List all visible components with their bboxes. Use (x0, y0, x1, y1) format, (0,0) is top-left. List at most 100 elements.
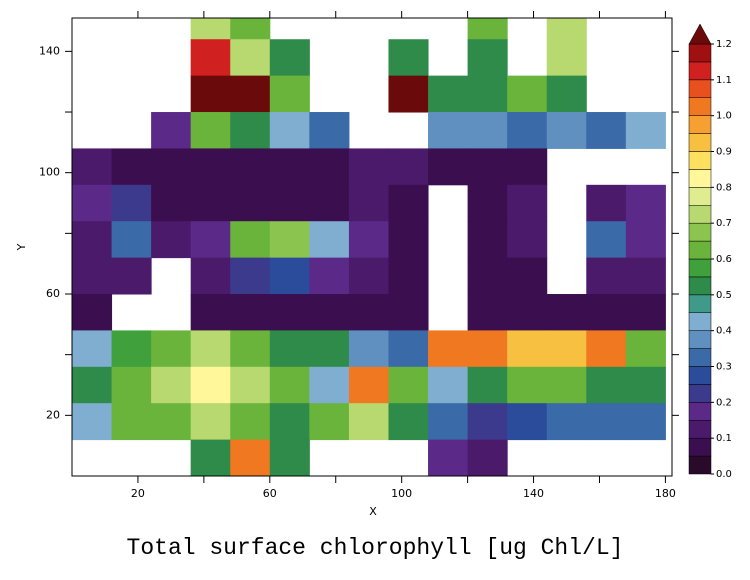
heatmap-cell (388, 184, 429, 222)
heatmap-cell (190, 221, 231, 259)
heatmap-cell (586, 257, 627, 295)
colorbar-swatch (688, 61, 712, 81)
heatmap-cell (111, 148, 152, 186)
colorbar-tick-label: 0.9 (716, 147, 732, 158)
heatmap-cell (586, 294, 627, 331)
x-axis-label: X (369, 505, 377, 518)
heatmap-cell (190, 184, 231, 222)
heatmap-cell (467, 330, 508, 368)
heatmap-cell (428, 148, 469, 186)
heatmap-cell (428, 366, 469, 404)
heatmap-cell (230, 403, 271, 441)
heatmap-cell (230, 148, 271, 186)
heatmap-cell (269, 148, 310, 186)
colorbar-swatch (688, 151, 712, 170)
heatmap-cell (230, 112, 271, 149)
heatmap-cell (507, 112, 548, 149)
heatmap-cell (467, 221, 508, 259)
heatmap-cell (230, 39, 271, 77)
colorbar-tick-label: 0.6 (716, 254, 732, 265)
heatmap-cell (269, 257, 310, 295)
y-tick-label: 20 (46, 408, 60, 421)
heatmap-cell (388, 366, 429, 404)
x-tick-label: 60 (263, 487, 277, 500)
heatmap-cell (507, 366, 548, 404)
heatmap-cell (72, 257, 113, 295)
heatmap-cell (507, 294, 548, 331)
heatmap-cell (190, 112, 231, 149)
heatmap-cell (507, 330, 548, 368)
colorbar-swatch (688, 222, 712, 242)
colorbar-swatch (688, 312, 712, 331)
colorbar-swatch (688, 366, 712, 385)
heatmap-cell (625, 366, 666, 404)
heatmap-cell (230, 75, 271, 113)
heatmap-cell (546, 366, 587, 404)
heatmap-cell (625, 294, 666, 331)
heatmap-cell (586, 366, 627, 404)
heatmap-cell (348, 257, 389, 295)
heatmap-cell (230, 257, 271, 295)
heatmap-cell (111, 366, 152, 404)
heatmap-cell (72, 184, 113, 222)
heatmap-cell (309, 403, 350, 441)
heatmap-cell (388, 294, 429, 331)
x-tick-label: 140 (523, 487, 544, 500)
heatmap-cell (467, 403, 508, 441)
heatmap-cell (269, 403, 310, 441)
axes: 20 60 100 140 180 20 60 100 140 (39, 11, 679, 500)
heatmap-cell (546, 294, 587, 331)
heatmap-cell (507, 257, 548, 295)
colorbar-tick-label: 0.8 (716, 182, 732, 193)
heatmap-cell (586, 221, 627, 259)
heatmap-cell (190, 18, 231, 40)
heatmap-cell (230, 184, 271, 222)
heatmap-cell (230, 366, 271, 404)
heatmap-cell (546, 18, 587, 40)
heatmap-cell (348, 221, 389, 259)
heatmap-cell (467, 294, 508, 331)
heatmap-cell (230, 439, 271, 477)
colorbar-tick-label: 0.3 (716, 362, 732, 373)
colorbar-swatch (688, 402, 712, 421)
colorbar-swatch (688, 205, 712, 224)
heatmap-cell (467, 366, 508, 404)
heatmap-cell (111, 330, 152, 368)
colorbar-swatch (688, 187, 712, 206)
heatmap-cell (625, 112, 666, 149)
colorbar-swatch (688, 330, 712, 349)
heatmap-cell (230, 294, 271, 331)
heatmap-cell (269, 294, 310, 331)
heatmap-cell (111, 257, 152, 295)
heatmap-cell (546, 330, 587, 368)
heatmap-cell (348, 403, 389, 441)
colorbar-tick-label: 0.2 (716, 397, 732, 408)
colorbar-swatch (688, 384, 712, 403)
heatmap-cell (586, 330, 627, 368)
heatmap-cell (467, 112, 508, 149)
colorbar-tick-label: 1.2 (716, 39, 732, 50)
y-tick-label: 100 (39, 166, 60, 179)
heatmap-cell (151, 221, 192, 259)
colorbar-swatch (688, 348, 712, 367)
heatmap-cell (625, 221, 666, 259)
heatmap-cell (348, 366, 389, 404)
heatmap-cell (428, 75, 469, 113)
heatmap-cell (190, 294, 231, 331)
heatmap-cell (625, 403, 666, 441)
chart-title: Total surface chlorophyll [ug Chl/L] (127, 535, 624, 561)
y-tick-label: 60 (46, 287, 60, 300)
colorbar-swatch (688, 240, 712, 260)
heatmap-cell (546, 39, 587, 77)
colorbar-tick-label: 1.1 (716, 75, 732, 86)
y-axis-label: Y (15, 243, 28, 251)
heatmap-cell (190, 403, 231, 441)
heatmap-cell (111, 184, 152, 222)
colorbar-swatch (688, 437, 712, 457)
heatmap-cell (151, 184, 192, 222)
heatmap-cell (230, 330, 271, 368)
heatmap-cell (507, 148, 548, 186)
heatmap-cell (269, 75, 310, 113)
heatmap-cell (586, 403, 627, 441)
heatmap-cell (428, 403, 469, 441)
